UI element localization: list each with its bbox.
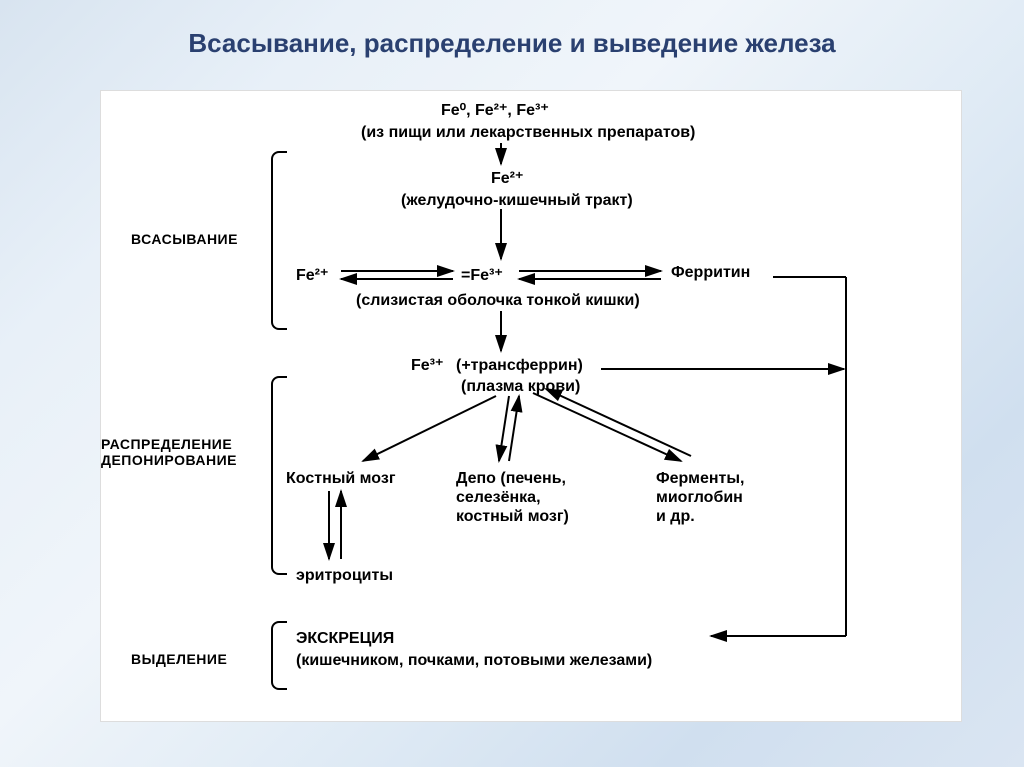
phase-excretion-label: ВЫДЕЛЕНИЕ bbox=[131, 651, 227, 667]
node-enzymes: Ферменты, миоглобин и др. bbox=[656, 469, 744, 527]
node-ferritin: Ферритин bbox=[671, 263, 750, 282]
page-title: Всасывание, распределение и выведение же… bbox=[0, 28, 1024, 59]
arrows-layer bbox=[101, 91, 961, 721]
node-source: (из пищи или лекарственных препаратов) bbox=[361, 123, 695, 142]
node-excretion-detail: (кишечником, почками, потовыми железами) bbox=[296, 651, 652, 670]
node-fe2-gi: Fe²⁺ bbox=[491, 169, 523, 188]
node-bone-marrow: Костный мозг bbox=[286, 469, 395, 488]
node-plasma: (плазма крови) bbox=[461, 377, 580, 396]
phase-absorption-bracket bbox=[271, 151, 287, 330]
node-gi-tract: (желудочно-кишечный тракт) bbox=[401, 191, 633, 210]
node-mucosa: (слизистая оболочка тонкой кишки) bbox=[356, 291, 640, 310]
node-excretion-label: ЭКСКРЕЦИЯ bbox=[296, 629, 394, 648]
node-fe3-plasma: Fe³⁺ bbox=[411, 356, 443, 375]
phase-distribution-label: РАСПРЕДЕЛЕНИЕ ДЕПОНИРОВАНИЕ bbox=[101, 436, 266, 468]
diagram-container: ВСАСЫВАНИЕ РАСПРЕДЕЛЕНИЕ ДЕПОНИРОВАНИЕ В… bbox=[100, 90, 962, 722]
phase-absorption-label: ВСАСЫВАНИЕ bbox=[131, 231, 238, 247]
node-iron-forms: Fe⁰, Fe²⁺, Fe³⁺ bbox=[441, 101, 549, 120]
phase-excretion-bracket bbox=[271, 621, 287, 690]
node-depot: Депо (печень, селезёнка, костный мозг) bbox=[456, 469, 569, 527]
node-fe3-mid: =Fe³⁺ bbox=[461, 266, 503, 285]
node-fe2-left: Fe²⁺ bbox=[296, 266, 328, 285]
node-transferrin: (+трансферрин) bbox=[456, 356, 583, 375]
phase-distribution-bracket bbox=[271, 376, 287, 575]
node-erythrocytes: эритроциты bbox=[296, 566, 393, 585]
